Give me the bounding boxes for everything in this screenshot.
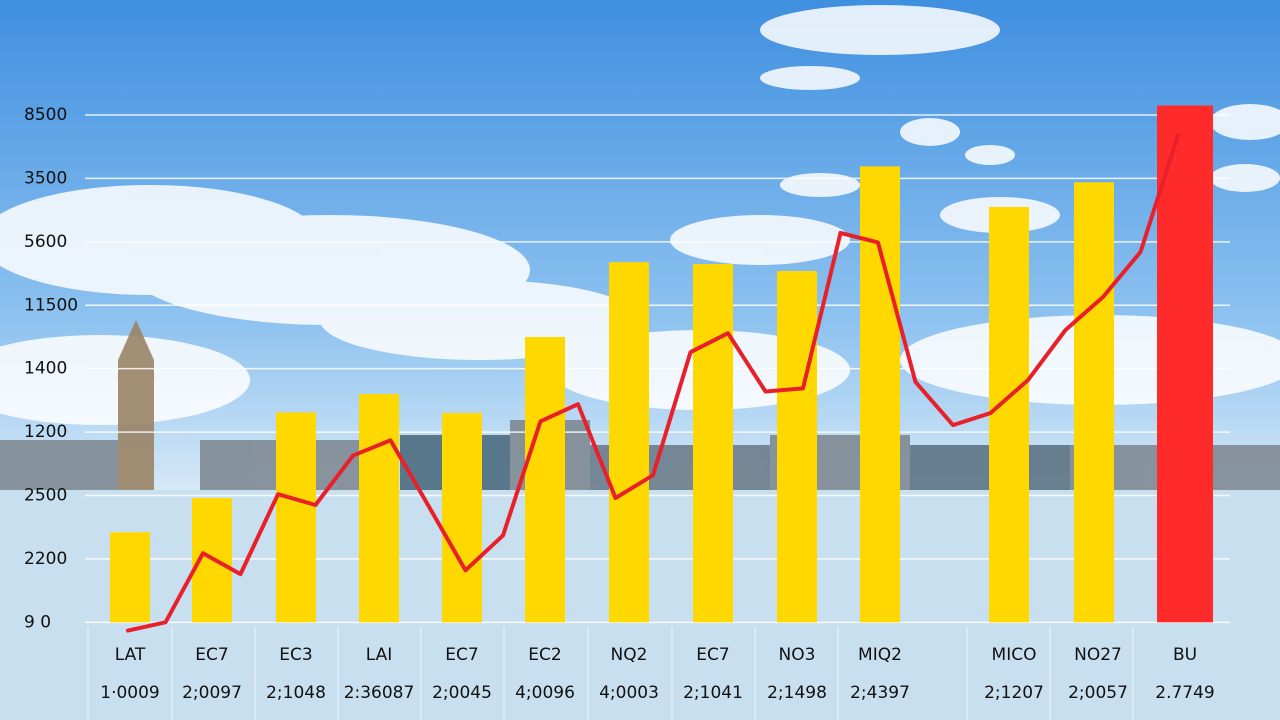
x-sublabel: 4;0096 (515, 683, 575, 703)
x-tick-label: NQ2 (611, 645, 648, 665)
bar (276, 412, 316, 623)
bar (110, 532, 150, 623)
x-tick-label: EC7 (195, 645, 228, 665)
bar (609, 262, 649, 623)
x-tick-label: EC7 (696, 645, 729, 665)
bar (989, 206, 1029, 623)
y-tick-label: 1200 (24, 422, 67, 442)
y-tick-label: 5600 (24, 232, 67, 252)
x-tick-label: MIQ2 (858, 645, 902, 665)
bar (1074, 182, 1114, 623)
y-tick-label: 3500 (24, 168, 67, 188)
bar (525, 336, 565, 623)
x-sublabel: 2;1048 (266, 683, 326, 703)
bottom-separators (87, 627, 1134, 720)
x-tick-label: BU (1173, 645, 1197, 665)
x-tick-label: EC2 (528, 645, 561, 665)
y-tick-label: 1400 (24, 359, 67, 379)
x-sublabel: 2;1041 (683, 683, 743, 703)
bar (860, 166, 900, 623)
x-tick-label: LAI (366, 645, 393, 665)
y-tick-label: 9 0 (24, 612, 51, 632)
x-sublabel: 2:36087 (344, 683, 415, 703)
x-sublabel: 2;1207 (984, 683, 1044, 703)
y-tick-label: 11500 (24, 295, 78, 315)
bar (777, 271, 817, 623)
x-sublabel: 2;1498 (767, 683, 827, 703)
x-tick-label: NO27 (1074, 645, 1122, 665)
bar (1157, 105, 1213, 623)
bar (442, 413, 482, 623)
x-tick-label: NO3 (779, 645, 816, 665)
y-tick-label: 2500 (24, 485, 67, 505)
grid (85, 114, 1230, 624)
bar (693, 264, 733, 623)
x-sublabel: 2;0045 (432, 683, 492, 703)
y-tick-label: 2200 (24, 549, 67, 569)
trend-line (126, 133, 1180, 633)
x-sublabel: 2.7749 (1155, 683, 1214, 703)
y-tick-label: 8500 (24, 105, 67, 125)
x-sublabel: 2;0097 (182, 683, 242, 703)
x-tick-label: EC3 (279, 645, 312, 665)
x-tick-label: MICO (992, 645, 1037, 665)
labels: 9 0 2200 2500 1200 1400 11500 5600 3500 8500 LAT 1… (24, 105, 1215, 703)
x-sublabel: 1·0009 (100, 683, 159, 703)
line-series (126, 133, 1180, 633)
x-tick-label: LAT (115, 645, 146, 665)
bars (110, 105, 1213, 623)
x-sublabel: 4;0003 (599, 683, 659, 703)
x-tick-label: EC7 (445, 645, 478, 665)
x-sublabel: 2;0057 (1068, 683, 1128, 703)
bar (359, 394, 399, 623)
x-sublabel: 2;4397 (850, 683, 910, 703)
